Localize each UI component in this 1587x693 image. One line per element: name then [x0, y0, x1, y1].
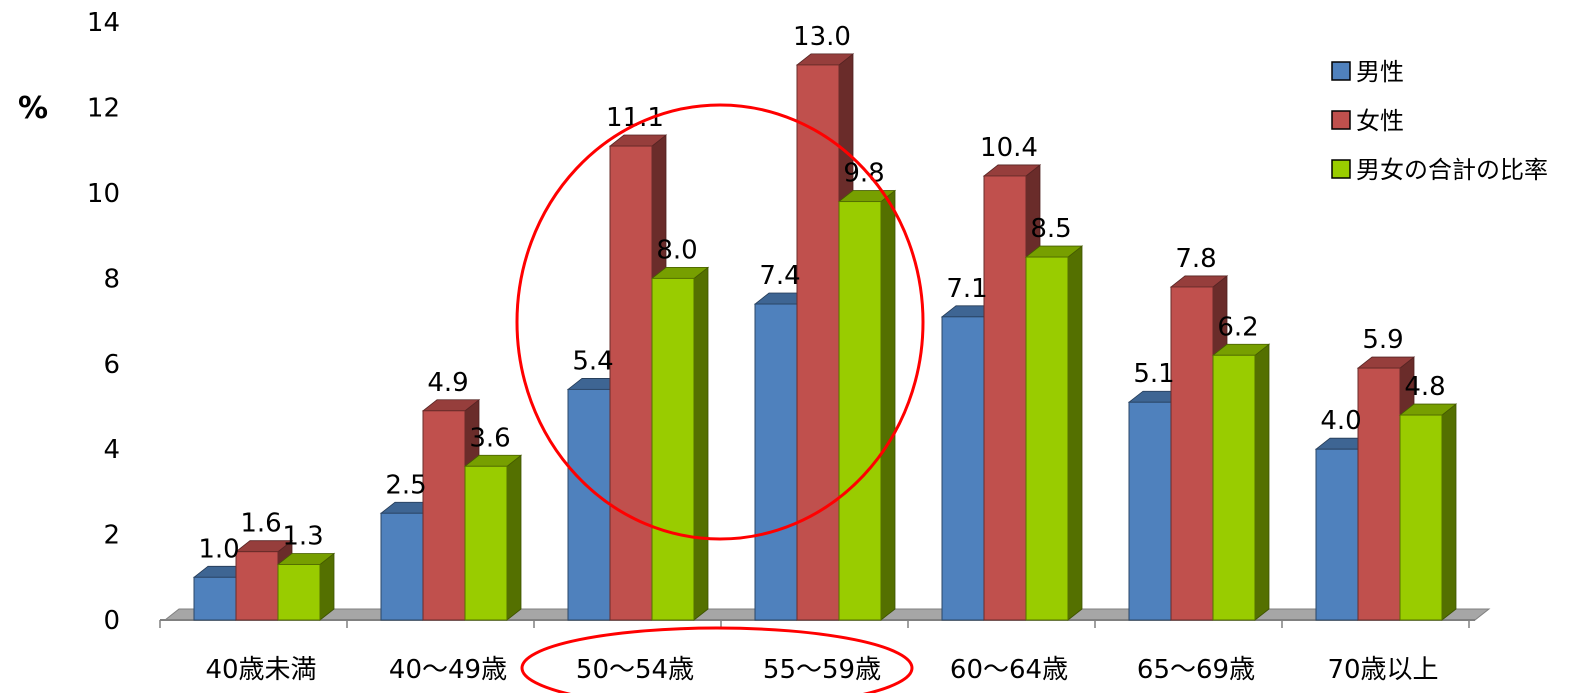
y-tick-label: 10	[87, 179, 120, 209]
data-label: 1.0	[198, 534, 239, 564]
y-tick-label: 2	[103, 521, 120, 551]
category-label: 40～49歳	[389, 655, 507, 685]
bar-front	[193, 576, 237, 621]
data-label: 1.6	[240, 509, 281, 539]
bar-front	[1128, 401, 1172, 621]
bar-front	[1315, 448, 1359, 621]
bar	[276, 552, 336, 621]
data-label: 4.0	[1320, 406, 1361, 436]
bar-side	[319, 552, 335, 621]
bar-front	[1399, 414, 1443, 621]
y-axis-label: %	[18, 91, 48, 126]
legend-swatch	[1331, 110, 1351, 130]
bar-front	[422, 410, 466, 621]
data-label: 5.4	[572, 346, 613, 376]
data-label: 3.6	[469, 423, 510, 453]
bar-front	[838, 201, 882, 621]
bar	[1211, 343, 1271, 621]
data-label: 5.9	[1362, 325, 1403, 355]
bar-side	[880, 189, 896, 621]
bar-front	[1170, 286, 1214, 621]
legend-label: 男女の合計の比率	[1356, 156, 1548, 184]
highlight-annotations	[515, 103, 925, 693]
bar	[1024, 245, 1084, 621]
legend-swatch	[1331, 159, 1351, 179]
data-labels: 1.01.6 1.32.54.93.65.411.18.07.413.09.87.…	[198, 22, 1445, 564]
bar-side	[1067, 245, 1083, 621]
bar-front	[941, 316, 985, 621]
data-label: 11.1	[606, 103, 664, 133]
highlight-circle-categories	[520, 626, 914, 693]
legend-label: 男性	[1356, 58, 1404, 86]
bar-front	[1212, 354, 1256, 621]
y-tick-label: 14	[87, 8, 120, 38]
highlight-circle-bars	[515, 103, 925, 541]
category-label: 70歳以上	[1327, 655, 1438, 685]
category-label: 40歳未満	[205, 655, 316, 685]
data-label: 8.5	[1030, 214, 1071, 244]
category-label: 60～64歳	[950, 655, 1068, 685]
bar-front	[754, 303, 798, 621]
bar-front	[1357, 367, 1401, 621]
bar-front	[609, 145, 653, 621]
category-label: 50～54歳	[576, 655, 694, 685]
y-axis-ticks: 0 2 4 6 8 10 12 14	[87, 8, 120, 636]
data-label: 5.1	[1133, 359, 1174, 389]
data-label: 13.0	[793, 22, 851, 52]
data-label: 7.4	[759, 261, 800, 291]
bar	[463, 454, 523, 621]
category-label: 65～69歳	[1137, 655, 1255, 685]
bar-front	[464, 465, 508, 621]
category-label: 55～59歳	[763, 655, 881, 685]
bar	[1398, 403, 1458, 621]
y-tick-label: 6	[103, 350, 120, 380]
y-tick-label: 12	[87, 94, 120, 124]
legend-label: 女性	[1356, 107, 1404, 135]
data-label: 4.9	[427, 368, 468, 398]
data-label: 8.0	[656, 235, 697, 265]
bar-side	[1254, 343, 1270, 621]
bar-front	[380, 512, 424, 621]
bar-front	[277, 563, 321, 621]
data-label: 6.2	[1217, 312, 1258, 342]
data-label: 2.5	[385, 470, 426, 500]
bar-side	[693, 266, 709, 621]
y-tick-label: 0	[103, 606, 120, 636]
data-label: 10.4	[980, 133, 1038, 163]
bar-front	[567, 388, 611, 621]
bar-side	[506, 454, 522, 621]
bar-front	[651, 277, 695, 621]
y-tick-label: 4	[103, 435, 120, 465]
category-labels: 40歳未満 40～49歳 50～54歳 55～59歳 60～64歳 65～69歳 70歳以上	[205, 655, 1438, 685]
data-label: 4.8	[1404, 372, 1445, 402]
bars	[192, 53, 1458, 621]
y-tick-label: 8	[103, 264, 120, 294]
legend-swatch	[1331, 61, 1351, 81]
bar	[650, 266, 710, 621]
data-label: 7.1	[946, 274, 987, 304]
bar-front	[796, 64, 840, 621]
bar-side	[1441, 403, 1457, 621]
bar-front	[235, 551, 279, 621]
bar	[837, 189, 897, 621]
bar-front	[983, 175, 1027, 621]
data-label: 7.8	[1175, 244, 1216, 274]
data-label: 1.3	[282, 521, 323, 551]
bar-front	[1025, 256, 1069, 621]
